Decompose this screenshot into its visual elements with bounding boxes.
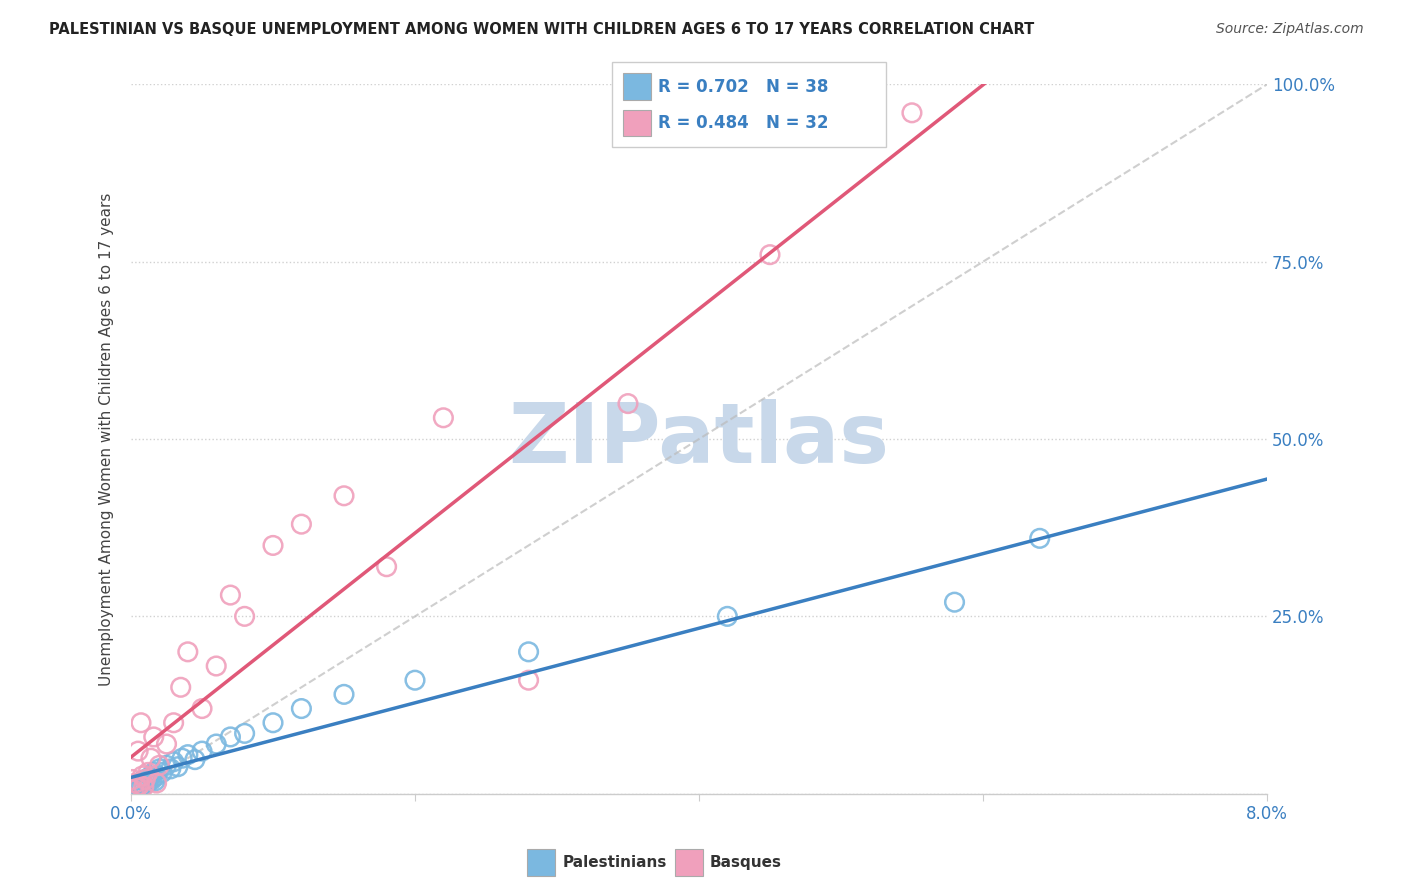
Point xyxy=(125,780,148,795)
Point xyxy=(716,609,738,624)
Point xyxy=(148,762,170,776)
Point xyxy=(141,772,163,787)
Point xyxy=(134,772,156,787)
Point xyxy=(142,765,165,780)
Point xyxy=(138,773,160,788)
Text: R = 0.702   N = 38: R = 0.702 N = 38 xyxy=(658,78,828,95)
Point xyxy=(432,410,454,425)
Point xyxy=(124,776,146,790)
Point xyxy=(131,769,153,783)
Point xyxy=(184,753,207,767)
Point xyxy=(139,751,162,765)
Point xyxy=(150,765,173,780)
Y-axis label: Unemployment Among Women with Children Ages 6 to 17 years: Unemployment Among Women with Children A… xyxy=(100,193,114,686)
Point xyxy=(121,772,143,787)
Point xyxy=(135,776,157,790)
Point xyxy=(170,681,193,695)
Point xyxy=(205,659,228,673)
Point xyxy=(233,726,256,740)
Point xyxy=(262,715,284,730)
Point xyxy=(124,780,146,794)
Text: Palestinians: Palestinians xyxy=(562,855,666,870)
Point xyxy=(517,645,540,659)
Point xyxy=(290,701,312,715)
Point xyxy=(219,730,242,744)
Point xyxy=(404,673,426,688)
Point xyxy=(219,588,242,602)
Point xyxy=(233,609,256,624)
Point xyxy=(159,762,181,776)
Point xyxy=(128,776,150,790)
Point xyxy=(127,778,149,792)
Point xyxy=(136,765,159,780)
Point xyxy=(136,771,159,785)
Point xyxy=(143,773,166,788)
Point xyxy=(617,396,640,410)
Point xyxy=(122,783,145,797)
Point xyxy=(132,780,155,794)
Point xyxy=(142,730,165,744)
Point xyxy=(262,538,284,552)
Text: ZIPatlas: ZIPatlas xyxy=(509,399,890,480)
Point xyxy=(127,744,149,758)
Point xyxy=(139,769,162,783)
Point xyxy=(205,737,228,751)
Point xyxy=(145,769,167,783)
Text: Basques: Basques xyxy=(710,855,782,870)
Point xyxy=(148,758,170,772)
Point xyxy=(134,772,156,787)
Point xyxy=(177,747,200,762)
Point xyxy=(129,715,152,730)
Point xyxy=(155,758,177,772)
Point xyxy=(128,778,150,792)
Point xyxy=(333,687,356,701)
Point xyxy=(375,559,398,574)
Point xyxy=(1028,532,1050,546)
Point xyxy=(167,760,190,774)
Point xyxy=(290,517,312,532)
Point xyxy=(132,778,155,792)
Point xyxy=(177,645,200,659)
Point xyxy=(129,780,152,794)
Text: R = 0.484   N = 32: R = 0.484 N = 32 xyxy=(658,114,828,132)
Point xyxy=(517,673,540,688)
Point xyxy=(162,715,184,730)
Point xyxy=(131,773,153,788)
Text: PALESTINIAN VS BASQUE UNEMPLOYMENT AMONG WOMEN WITH CHILDREN AGES 6 TO 17 YEARS : PALESTINIAN VS BASQUE UNEMPLOYMENT AMONG… xyxy=(49,22,1035,37)
Point xyxy=(191,744,214,758)
Point xyxy=(901,105,924,120)
Point xyxy=(759,247,782,261)
Point xyxy=(172,751,194,765)
Point xyxy=(125,780,148,795)
Point xyxy=(943,595,966,609)
Point xyxy=(155,737,177,751)
Point xyxy=(191,701,214,715)
Point xyxy=(145,776,167,790)
Point xyxy=(333,489,356,503)
Point xyxy=(122,783,145,797)
Point xyxy=(162,755,184,769)
Text: Source: ZipAtlas.com: Source: ZipAtlas.com xyxy=(1216,22,1364,37)
